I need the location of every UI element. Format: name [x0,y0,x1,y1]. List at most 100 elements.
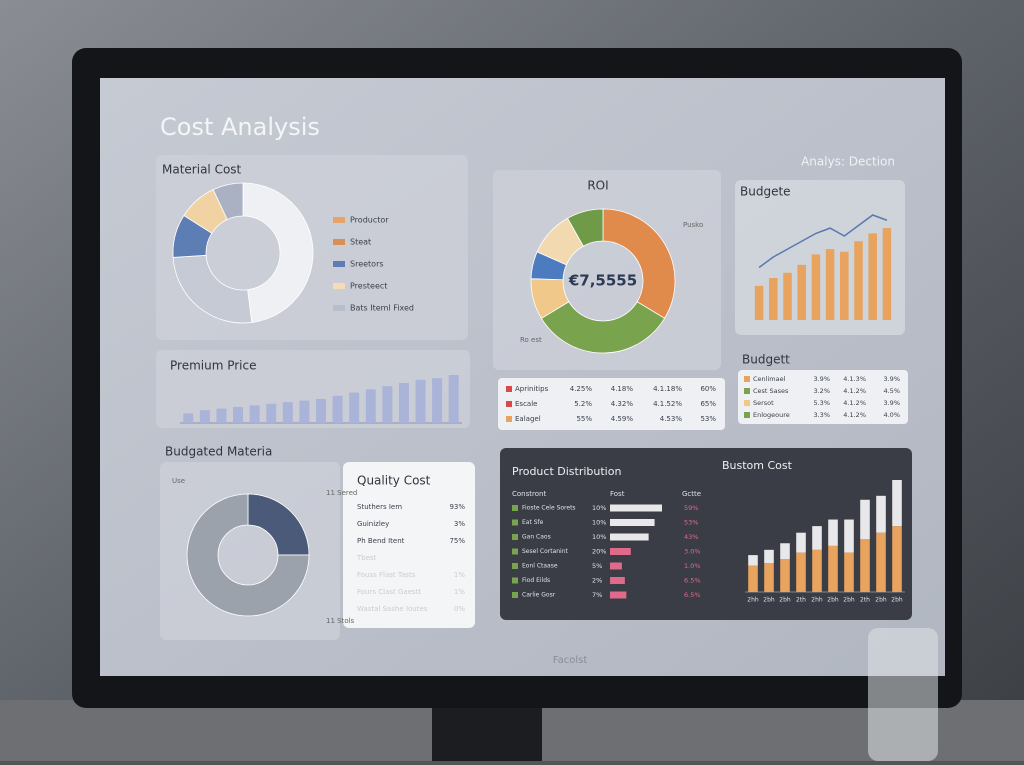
brand: Facolst [553,655,588,666]
bar [783,272,792,320]
table-cell: 4.1.2% [843,387,866,395]
bar [610,533,649,541]
table-cell: 3.9% [883,399,900,407]
column-header: Constront [512,490,546,498]
bar [349,392,360,423]
bar [432,378,443,423]
bar [448,375,459,423]
bottle [868,628,938,761]
donut-segment [540,301,666,354]
bar-segment [828,519,838,546]
table-cell: 3.3% [813,411,830,419]
row-value: 6.5% [684,591,701,599]
row-value: 5% [592,562,602,570]
bar [610,519,655,526]
panel-title: Product Distribution [512,465,621,478]
center-label: €7,5555 [568,272,637,290]
bar [183,413,194,423]
table-cell: 4.1.3% [843,375,866,383]
bar-segment [764,549,774,564]
table-cell: 65% [700,400,716,408]
table-cell: 4.18% [611,385,634,393]
panel-title: Budgated Materia [165,445,272,459]
row-value: 10% [592,533,606,541]
row-swatch [744,400,750,406]
panel-title: Budgete [740,185,791,199]
table-cell: 3% [454,520,465,528]
bar-segment [860,539,870,592]
table-cell: Cest Sases [753,387,789,395]
table-cell: Fouss Flast Tasts [357,571,416,579]
row-label: Eonl Ctaase [522,563,558,570]
row-value: 10% [592,519,606,527]
annotation: 11 Stols [326,617,355,625]
annotation: Ro est [520,336,542,344]
row-label: Sesel Cortanint [522,548,569,555]
page-title: Cost Analysis [160,113,320,141]
x-tick-label: 2th [860,597,870,604]
panel-title: Budgett [742,353,790,367]
row-swatch [512,577,518,584]
table-cell: 1% [454,588,465,596]
bar [769,278,778,320]
panel-title: ROI [587,179,608,193]
table-cell: Fours Clast Gaestt [357,588,421,596]
bar-segment [796,552,806,592]
bar-segment [748,555,758,566]
bar [797,264,806,320]
row-label: Eat Sfe [522,519,544,526]
bar [332,395,343,423]
row-label: Carlie Gosr [522,592,556,599]
bar [382,386,393,423]
table-cell: 55% [576,415,592,423]
bar [854,241,863,320]
bar [216,408,227,423]
table-cell: 0% [454,605,465,613]
row-swatch [506,386,512,392]
panel [343,462,475,628]
table-cell: Stuthers Iem [357,503,402,511]
legend-label: Presteect [350,282,387,291]
panel-title: Material Cost [162,163,242,177]
row-swatch [512,505,518,511]
table-cell: Cenlimael [753,375,786,383]
table-cell: 53% [700,415,716,423]
table-cell: 4.1.2% [843,399,866,407]
row-label: Fioste Cele Sorets [522,505,576,512]
table-cell: 4.32% [611,400,634,408]
table-cell: Escale [515,400,537,408]
table-cell: 3.9% [813,375,830,383]
bar [199,410,210,423]
x-tick-label: 2hh [747,597,759,604]
bar-segment [748,565,758,592]
bar [868,233,877,320]
bar-segment [876,532,886,592]
bar [266,403,277,423]
table-cell: Aprinitips [515,385,549,393]
bar [825,249,835,320]
x-tick-label: 2bh [763,597,775,604]
legend-label: Sreetors [350,260,384,269]
donut-segment [186,493,310,617]
legend-swatch [333,217,345,223]
bar [811,254,821,320]
donut-segment [567,208,604,247]
row-value: 3.0% [684,548,701,556]
row-label: Fiod Eilds [522,577,550,584]
bar [840,251,849,320]
x-tick-label: 2bh [891,597,903,604]
donut-segment [212,182,244,221]
table-cell: Ph Bend Itent [357,537,405,545]
panel-title: Quality Cost [357,474,431,488]
bar [282,402,293,423]
bar [610,562,622,570]
panel-title: Premium Price [170,359,256,373]
legend-swatch [333,261,345,267]
table-cell: Sersot [753,399,774,407]
panel-title: Bustom Cost [722,459,793,472]
x-tick-label: 2bh [827,597,839,604]
donut-segment [172,254,253,324]
annotation: 11 Sered [326,489,357,497]
table-cell: 4.1.2% [843,411,866,419]
